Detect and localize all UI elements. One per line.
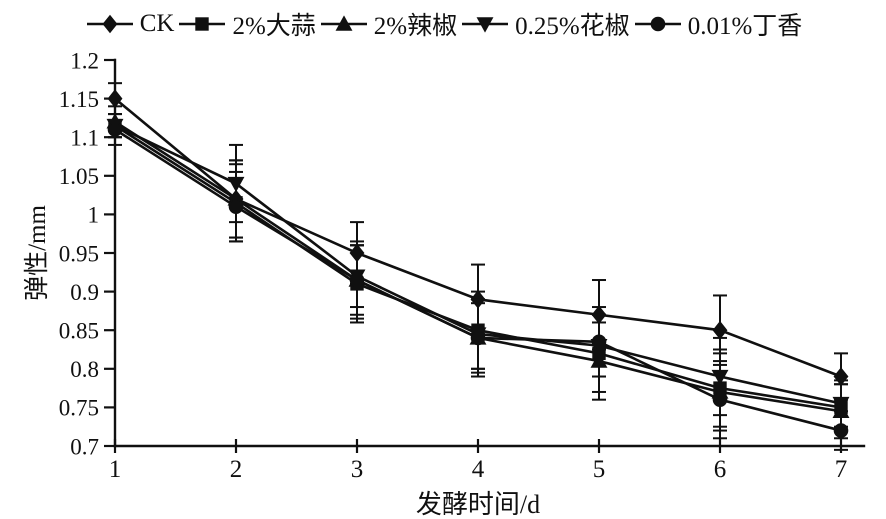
y-axis-ticks: 1.2 1.15 1.1 1.05 1 0.95 0.9 0.85 0.8 0.75 0.7: [59, 48, 116, 459]
x-tick-label: 7: [835, 456, 848, 483]
legend-marker-square: [179, 17, 226, 31]
axes: [113, 58, 866, 448]
legend-label: 0.01%丁香: [687, 13, 803, 40]
square-marker: [195, 17, 210, 31]
y-tick-label: 1.05: [59, 164, 99, 189]
legend-label: 2%辣椒: [373, 13, 458, 40]
y-tick-label: 0.95: [59, 241, 99, 266]
chart-legend: CK 2%大蒜 2%辣椒 0.25%花椒 0.01%丁香: [0, 4, 886, 44]
legend-marker-circle: [634, 16, 681, 32]
triangle-down-marker: [476, 17, 494, 33]
y-axis-title: 弹性/mm: [24, 205, 51, 301]
error-bars: [108, 113, 848, 451]
legend-label: 2%大蒜: [232, 13, 316, 40]
x-tick-label: 5: [593, 456, 606, 483]
legend-item-2: 2%大蒜: [176, 6, 316, 42]
y-tick-label: 0.85: [59, 318, 99, 343]
y-tick-label: 0.9: [70, 280, 99, 305]
y-tick-label: 1.2: [70, 48, 99, 73]
x-tick-label: 2: [230, 456, 243, 483]
legend-label: CK: [139, 10, 175, 37]
triangle-up-marker: [335, 15, 353, 31]
y-tick-label: 1: [88, 203, 100, 228]
y-tick-label: 0.7: [70, 434, 99, 459]
circle-marker: [650, 16, 665, 32]
legend-marker-diamond: [86, 14, 133, 34]
legend-marker-triangle-down: [462, 17, 509, 33]
legend-item-4: 0.25%花椒: [459, 6, 630, 42]
y-tick-label: 1.1: [70, 125, 99, 150]
legend-label: 0.25%花椒: [515, 13, 630, 40]
x-tick-label: 6: [714, 456, 727, 483]
x-tick-label: 1: [109, 456, 122, 483]
y-tick-label: 1.15: [59, 87, 99, 112]
legend-marker-triangle-up: [320, 15, 367, 31]
y-tick-label: 0.75: [59, 396, 99, 421]
diamond-marker: [102, 14, 118, 34]
legend-item-3: 2%辣椒: [318, 6, 457, 42]
x-axis-title: 发酵时间/d: [415, 490, 541, 519]
legend-item-5: 0.01%丁香: [632, 6, 803, 42]
legend-item-1: CK: [84, 10, 175, 38]
y-tick-label: 0.8: [70, 357, 99, 382]
x-tick-label: 4: [472, 456, 485, 483]
x-tick-label: 3: [351, 456, 364, 483]
